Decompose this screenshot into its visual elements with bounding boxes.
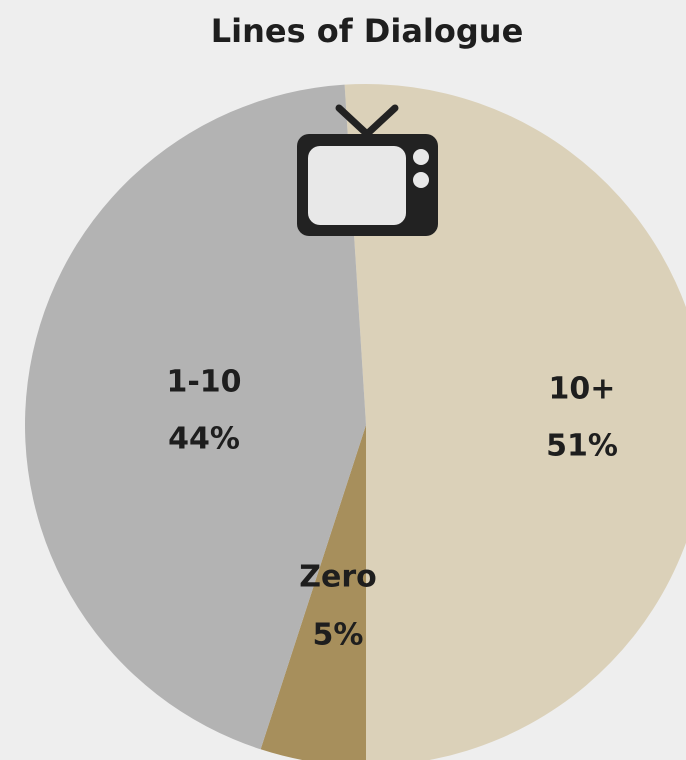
- slices: [24, 84, 686, 760]
- pie-slice: [24, 84, 366, 750]
- slice-value-label: 5%: [313, 618, 364, 653]
- slice-category-label: 1-10: [166, 365, 241, 400]
- slice-value-label: 51%: [546, 429, 618, 464]
- tv-icon: [297, 104, 438, 236]
- slice-category-label: Zero: [299, 560, 377, 595]
- labels: 10+ 51% Zero 5% 1-10 44%: [166, 365, 617, 653]
- pie-slice: [344, 84, 686, 760]
- slice-value-label: 44%: [168, 422, 240, 457]
- pie-slice: [260, 425, 366, 760]
- chart-title: Lines of Dialogue: [211, 12, 524, 50]
- slice-category-label: 10+: [549, 372, 616, 407]
